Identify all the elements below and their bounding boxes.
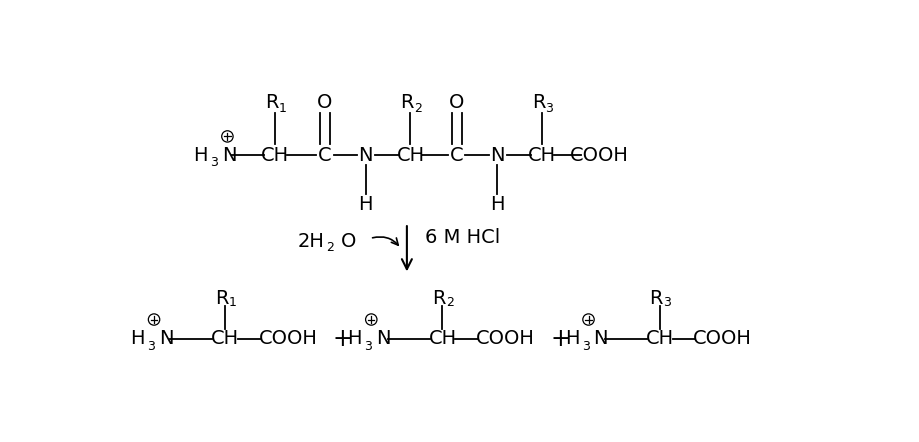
Text: 6 M HCl: 6 M HCl	[425, 228, 500, 247]
Text: N: N	[376, 329, 391, 348]
Text: 2: 2	[326, 241, 334, 254]
Text: 2: 2	[414, 102, 422, 114]
Text: O: O	[317, 93, 333, 112]
Text: H: H	[565, 329, 579, 348]
Text: CH: CH	[428, 329, 457, 348]
Text: N: N	[490, 146, 505, 164]
Text: R: R	[400, 93, 414, 112]
Text: R: R	[432, 289, 446, 308]
Text: H: H	[130, 329, 145, 348]
Text: 2H: 2H	[298, 232, 325, 251]
Text: N: N	[159, 329, 174, 348]
Text: H: H	[347, 329, 362, 348]
Text: N: N	[594, 329, 608, 348]
Text: N: N	[222, 146, 237, 164]
Text: C: C	[450, 146, 463, 164]
Text: 1: 1	[229, 296, 236, 309]
Text: 2: 2	[446, 296, 454, 309]
Text: N: N	[358, 146, 373, 164]
Text: CH: CH	[528, 146, 556, 164]
Text: O: O	[449, 93, 464, 112]
Text: 3: 3	[365, 340, 372, 353]
Text: 3: 3	[663, 296, 671, 309]
Text: 3: 3	[545, 102, 553, 114]
Text: O: O	[341, 232, 356, 251]
Text: +: +	[550, 327, 570, 351]
Text: 1: 1	[278, 102, 286, 114]
Text: 3: 3	[147, 340, 155, 353]
Text: COOH: COOH	[258, 329, 317, 348]
Text: C: C	[318, 146, 332, 164]
Text: CH: CH	[396, 146, 425, 164]
Text: R: R	[215, 289, 229, 308]
Text: R: R	[265, 93, 278, 112]
Text: 3: 3	[582, 340, 590, 353]
Text: +: +	[333, 327, 353, 351]
Text: R: R	[650, 289, 663, 308]
Text: CH: CH	[211, 329, 239, 348]
Text: CH: CH	[646, 329, 674, 348]
Text: H: H	[358, 195, 373, 214]
Text: CH: CH	[261, 146, 289, 164]
Text: COOH: COOH	[693, 329, 752, 348]
Text: COOH: COOH	[476, 329, 535, 348]
Text: COOH: COOH	[570, 146, 629, 164]
Text: H: H	[193, 146, 208, 164]
Text: H: H	[490, 195, 505, 214]
Text: 3: 3	[210, 156, 218, 169]
Text: R: R	[532, 93, 545, 112]
